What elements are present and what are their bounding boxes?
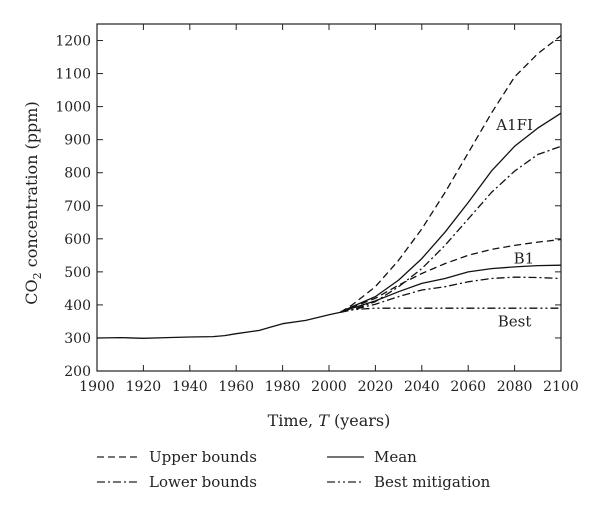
legend-label-best-mitigation: Best mitigation: [374, 473, 491, 491]
annotation-best: Best: [498, 312, 532, 330]
x-tick-label-2040: 2040: [404, 379, 440, 395]
x-tick-label-2060: 2060: [450, 379, 486, 395]
series-b1-dashdot-line: [340, 276, 562, 313]
series-a1fi-dashdot-line: [340, 145, 562, 313]
scenario-annotations: A1FI B1 Best: [495, 116, 534, 331]
y-tick-label-200: 200: [64, 364, 91, 380]
y-tick-label-400: 400: [64, 298, 91, 314]
x-tick-label-1920: 1920: [126, 379, 162, 395]
x-tick-label-1980: 1980: [265, 379, 301, 395]
x-tick-label-2000: 2000: [311, 379, 347, 395]
y-tick-label-1200: 1200: [55, 34, 91, 50]
x-tick-label-1940: 1940: [172, 379, 208, 395]
plot-area-border: [96, 23, 562, 372]
plot-frame: [96, 23, 562, 372]
y-tick-label-800: 800: [64, 166, 91, 182]
annotation-b1: B1: [514, 250, 535, 268]
x-tick-label-2080: 2080: [497, 379, 533, 395]
series-b1-solid-line: [340, 264, 562, 313]
legend-label-mean: Mean: [374, 448, 417, 466]
x-tick-label-2020: 2020: [358, 379, 394, 395]
x-axis-ticks: 1900 1920 1940 1960 1980 2000 2020 2040 2060 2080…: [79, 24, 579, 395]
y-tick-label-1000: 1000: [55, 100, 91, 116]
x-tick-label-2100: 2100: [543, 379, 579, 395]
x-tick-label-1960: 1960: [218, 379, 254, 395]
y-tick-label-600: 600: [64, 232, 91, 248]
x-tick-label-1900: 1900: [79, 379, 115, 395]
legend-label-lower-bounds: Lower bounds: [149, 473, 257, 491]
y-tick-label-1100: 1100: [55, 67, 91, 83]
y-tick-label-700: 700: [64, 199, 91, 215]
series-historical-solid-line: [96, 311, 341, 339]
y-axis-ticks: 200 300 400 500 600 700 800 900 1000 1100 1200: [55, 34, 561, 380]
series-a1fi-dashed-line: [340, 35, 562, 313]
y-tick-label-500: 500: [64, 265, 91, 281]
series-b1-dashed-line: [340, 238, 562, 313]
annotation-a1fi: A1FI: [495, 116, 533, 134]
series-best-dashdotdot-line: [340, 307, 561, 313]
y-axis-label: CO2 concentration (ppm): [22, 101, 44, 304]
y-tick-label-900: 900: [64, 133, 91, 149]
legend-label-upper-bounds: Upper bounds: [149, 448, 257, 466]
y-tick-label-300: 300: [64, 331, 91, 347]
x-axis-label: Time, T (years): [268, 411, 391, 430]
series-lines: [96, 35, 562, 339]
legend: Upper bounds Mean Lower bounds Best miti…: [97, 448, 491, 491]
series-a1fi-solid-line: [340, 112, 562, 313]
